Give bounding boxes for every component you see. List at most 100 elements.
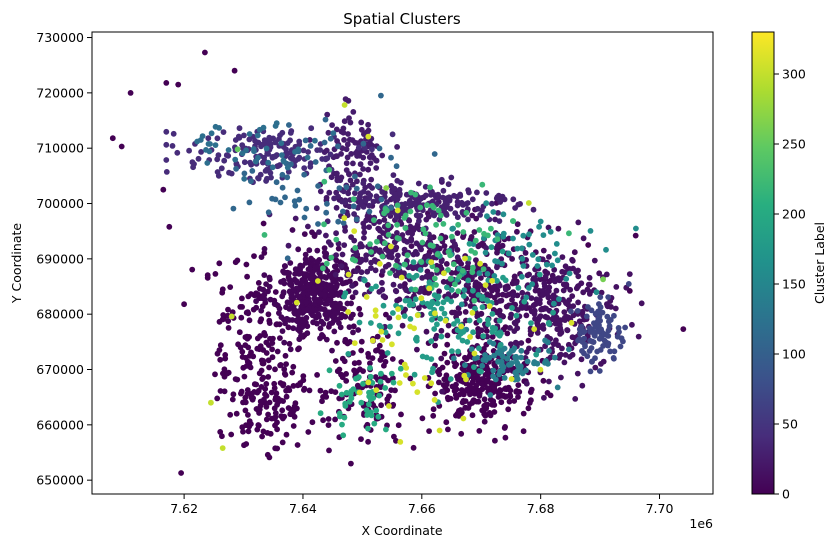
data-point bbox=[632, 232, 639, 239]
data-point bbox=[325, 297, 332, 304]
data-point bbox=[346, 324, 353, 330]
data-point bbox=[345, 309, 351, 315]
data-point bbox=[526, 345, 532, 352]
data-point bbox=[286, 340, 293, 347]
data-point bbox=[265, 151, 271, 157]
data-point bbox=[447, 252, 454, 259]
data-point bbox=[419, 415, 426, 422]
data-point bbox=[341, 358, 348, 365]
data-point bbox=[510, 235, 516, 242]
data-point bbox=[332, 358, 339, 364]
data-point bbox=[506, 398, 513, 405]
data-point bbox=[431, 397, 438, 403]
data-point bbox=[449, 348, 455, 355]
data-point bbox=[376, 392, 383, 399]
data-point bbox=[596, 270, 603, 277]
data-point bbox=[382, 358, 389, 365]
data-point bbox=[455, 288, 462, 295]
data-point bbox=[212, 271, 219, 277]
data-point bbox=[555, 225, 562, 232]
data-point bbox=[458, 301, 465, 308]
data-point bbox=[424, 202, 430, 209]
data-point bbox=[388, 370, 395, 377]
data-point bbox=[436, 427, 443, 434]
data-point bbox=[312, 137, 318, 144]
data-point bbox=[163, 157, 170, 163]
data-point bbox=[360, 380, 366, 387]
data-point bbox=[283, 146, 289, 153]
data-point bbox=[491, 273, 498, 279]
data-point bbox=[563, 281, 570, 288]
data-point bbox=[265, 374, 272, 380]
data-point bbox=[360, 166, 366, 172]
data-point bbox=[245, 412, 251, 418]
data-point bbox=[576, 318, 583, 325]
data-point bbox=[600, 343, 606, 349]
data-point bbox=[398, 274, 405, 281]
data-point bbox=[408, 237, 415, 244]
data-point bbox=[584, 286, 591, 293]
data-point bbox=[527, 389, 534, 395]
data-point bbox=[607, 348, 613, 355]
data-point bbox=[513, 312, 520, 319]
data-point bbox=[214, 135, 221, 142]
data-point bbox=[506, 351, 512, 357]
data-point bbox=[491, 283, 498, 290]
data-point bbox=[454, 373, 460, 380]
data-point bbox=[518, 340, 525, 346]
data-point bbox=[389, 254, 395, 261]
data-point bbox=[243, 309, 250, 316]
data-point bbox=[318, 318, 325, 325]
data-point bbox=[490, 209, 497, 215]
data-point bbox=[389, 131, 396, 138]
data-point bbox=[438, 305, 445, 312]
data-point bbox=[549, 316, 556, 323]
data-point bbox=[468, 234, 475, 240]
data-point bbox=[344, 141, 351, 148]
data-point bbox=[432, 390, 438, 397]
data-point bbox=[316, 229, 322, 236]
data-point bbox=[269, 346, 275, 353]
data-point bbox=[232, 156, 239, 163]
data-point bbox=[261, 137, 268, 144]
data-point bbox=[317, 325, 324, 332]
data-point bbox=[496, 317, 503, 324]
data-point bbox=[629, 321, 635, 328]
data-point bbox=[531, 302, 537, 308]
y-tick-label: 700000 bbox=[36, 196, 84, 211]
data-point bbox=[387, 323, 393, 330]
data-point bbox=[541, 394, 547, 401]
data-point bbox=[482, 352, 488, 358]
data-point bbox=[216, 318, 223, 325]
data-point bbox=[324, 268, 331, 274]
data-point bbox=[255, 175, 261, 181]
data-point bbox=[283, 387, 289, 394]
data-point bbox=[329, 347, 335, 354]
data-point bbox=[606, 323, 613, 329]
data-point bbox=[238, 390, 244, 397]
data-point bbox=[483, 297, 490, 303]
data-point bbox=[454, 410, 461, 417]
data-point bbox=[376, 322, 383, 329]
data-point bbox=[230, 391, 237, 398]
data-point bbox=[382, 329, 389, 336]
data-point bbox=[487, 392, 494, 398]
data-point bbox=[485, 266, 492, 273]
data-point bbox=[452, 242, 459, 249]
data-point bbox=[394, 221, 400, 228]
data-point bbox=[364, 282, 371, 288]
data-point bbox=[483, 200, 490, 207]
data-point bbox=[525, 285, 532, 291]
data-point bbox=[483, 190, 490, 196]
data-point bbox=[307, 265, 313, 272]
chart-title: Spatial Clusters bbox=[343, 10, 461, 28]
data-point bbox=[460, 229, 467, 235]
colorbar-tick-label: 50 bbox=[782, 417, 798, 432]
data-point bbox=[480, 266, 487, 272]
data-point bbox=[349, 256, 356, 263]
data-point bbox=[327, 135, 334, 142]
data-point bbox=[481, 418, 488, 425]
data-point bbox=[395, 252, 401, 259]
data-point bbox=[354, 178, 360, 185]
data-point bbox=[242, 342, 249, 349]
